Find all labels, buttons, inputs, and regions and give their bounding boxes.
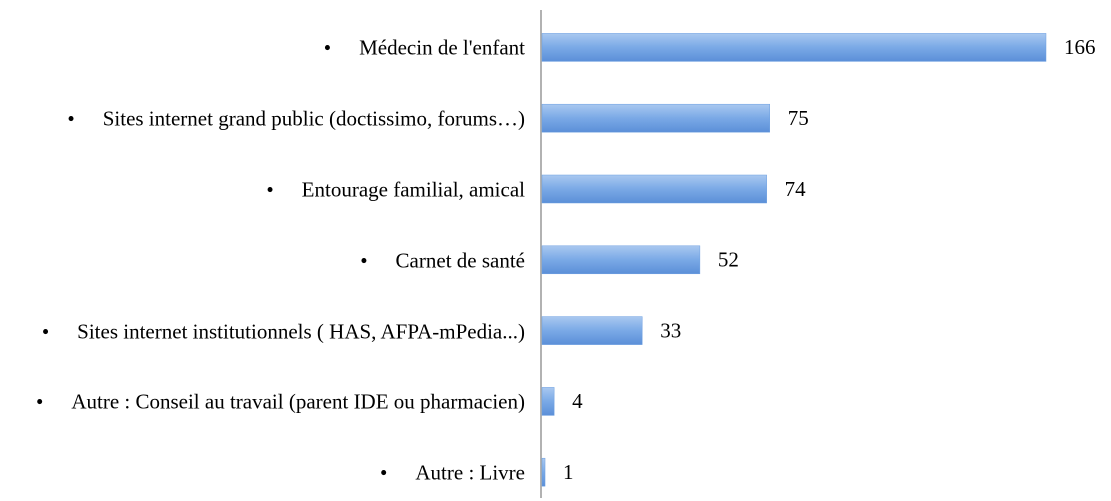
category-label-box: Sites internet institutionnels ( HAS, AF… — [0, 318, 525, 345]
bar — [541, 33, 1047, 62]
value-label: 166 — [1064, 35, 1096, 59]
bar — [541, 174, 767, 204]
category-label: Sites internet institutionnels ( HAS, AF… — [42, 318, 525, 345]
category-label-box: Entourage familial, amical — [0, 177, 525, 204]
category-label-box: Autre : Livre — [0, 460, 525, 487]
category-label-box: Sites internet grand public (doctissimo,… — [0, 106, 525, 133]
bar — [541, 387, 555, 416]
category-label: Carnet de santé — [360, 247, 525, 274]
category-label: Sites internet grand public (doctissimo,… — [67, 106, 525, 133]
bar — [541, 457, 546, 487]
bar — [541, 245, 701, 275]
category-label-box: Autre : Conseil au travail (parent IDE o… — [0, 389, 525, 416]
value-label: 1 — [563, 460, 574, 484]
bar — [541, 103, 770, 133]
category-label: Autre : Livre — [380, 460, 525, 487]
value-label: 33 — [660, 318, 681, 342]
category-label-box: Médecin de l'enfant — [0, 35, 525, 62]
category-label: Entourage familial, amical — [266, 177, 525, 204]
value-label: 52 — [718, 248, 739, 272]
category-label: Autre : Conseil au travail (parent IDE o… — [36, 389, 525, 416]
value-label: 4 — [572, 389, 583, 413]
value-label: 75 — [788, 106, 809, 130]
value-label: 74 — [785, 177, 807, 201]
category-label-box: Carnet de santé — [0, 247, 525, 274]
category-label: Médecin de l'enfant — [324, 35, 525, 62]
bar — [541, 316, 643, 345]
